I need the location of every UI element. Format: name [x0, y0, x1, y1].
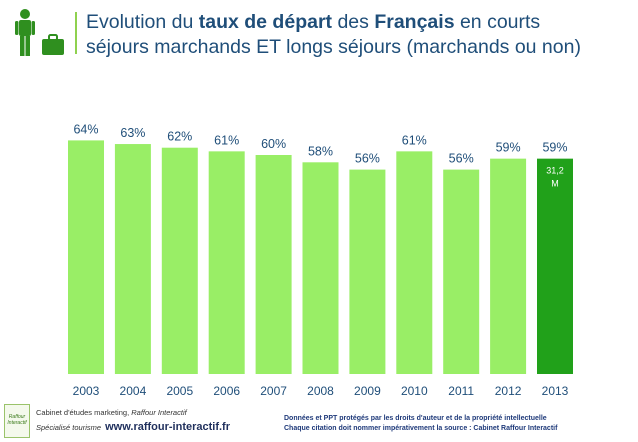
bar-2009 — [349, 169, 386, 374]
cabinet-line1-prefix: Cabinet d'études marketing, — [36, 408, 132, 417]
title-bold2: Français — [374, 11, 455, 33]
highlight-note-line-2: M — [551, 179, 559, 189]
cabinet-name: Raffour Interactif — [131, 408, 187, 417]
x-tick-label-2012: 2012 — [495, 384, 522, 398]
bar-2008 — [302, 162, 339, 374]
rights-line2: Chaque citation doit nommer impérativeme… — [284, 425, 558, 432]
bar-chart: 64% 2003 63% 2004 62% 2005 61% 2006 60% 2007 58% 20… — [68, 122, 573, 398]
value-label-2011: 56% — [449, 152, 474, 166]
cabinet-specialty: Spécialisé tourisme — [36, 423, 102, 432]
x-tick-label-2009: 2009 — [354, 384, 381, 398]
bar-2011 — [443, 169, 480, 374]
title-line2: séjours marchands ET longs séjours (marc… — [86, 36, 581, 58]
value-label-2005: 62% — [167, 130, 192, 144]
title-bold1: taux de départ — [198, 11, 333, 33]
value-label-2004: 63% — [120, 126, 145, 140]
value-label-2013: 59% — [542, 141, 567, 155]
bar-2005 — [161, 147, 198, 374]
x-tick-label-2007: 2007 — [260, 384, 287, 398]
person-with-luggage-icon — [15, 9, 64, 56]
cabinet-line1: Cabinet d'études marketing, Raffour Inte… — [36, 408, 187, 417]
cabinet-line2: Spécialisé tourisme www.raffour-interact… — [36, 421, 230, 433]
bar-2003 — [68, 140, 104, 374]
value-label-2007: 60% — [261, 137, 286, 151]
value-label-2006: 61% — [214, 133, 239, 147]
bar-2010 — [396, 151, 433, 374]
x-tick-label-2005: 2005 — [166, 384, 193, 398]
rights-line1: Données et PPT protégés par les droits d… — [284, 415, 547, 422]
website-link[interactable]: www.raffour-interactif.fr — [105, 421, 231, 433]
company-logo: Raffour Interactif — [4, 404, 30, 438]
bar-2012 — [490, 158, 527, 374]
title-part3: en courts — [454, 11, 541, 33]
value-label-2010: 61% — [402, 133, 427, 147]
title-divider — [75, 12, 77, 54]
title-part2: des — [332, 11, 375, 33]
x-tick-label-2013: 2013 — [542, 384, 569, 398]
x-tick-label-2008: 2008 — [307, 384, 334, 398]
bar-2013 — [537, 158, 573, 374]
bar-2004 — [114, 144, 151, 374]
logo-text: Raffour Interactif — [7, 414, 27, 426]
highlight-note-line-1: 31,2 — [546, 166, 564, 176]
bar-2007 — [255, 155, 292, 374]
value-label-2003: 64% — [73, 122, 98, 136]
x-tick-label-2006: 2006 — [213, 384, 240, 398]
value-label-2008: 58% — [308, 144, 333, 158]
x-tick-label-2011: 2011 — [448, 384, 474, 398]
value-label-2009: 56% — [355, 152, 380, 166]
x-tick-label-2003: 2003 — [73, 384, 100, 398]
page-title: Evolution du taux de départ des Français… — [86, 10, 626, 60]
title-part1: Evolution du — [86, 11, 199, 33]
bar-2006 — [208, 151, 245, 374]
x-tick-label-2010: 2010 — [401, 384, 428, 398]
x-tick-label-2004: 2004 — [120, 384, 147, 398]
value-label-2012: 59% — [496, 141, 521, 155]
copyright-notice: Données et PPT protégés par les droits d… — [284, 414, 557, 434]
